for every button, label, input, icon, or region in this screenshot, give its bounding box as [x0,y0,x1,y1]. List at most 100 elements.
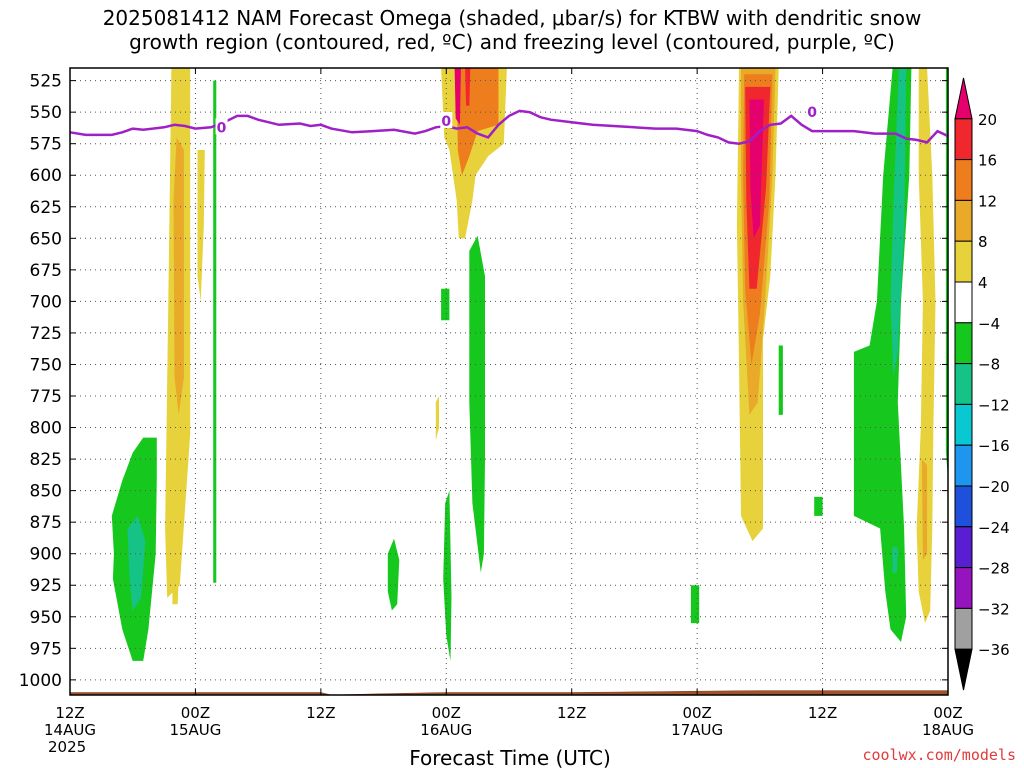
freezing-level-label: 0 [807,105,817,121]
colorbar-bottom-arrow [954,648,973,691]
omega-region [435,396,439,441]
x-tick-label: 12Z [306,704,335,722]
y-tick-label: 900 [30,545,62,565]
x-tick-label: 00Z [933,704,962,722]
contour-label-background [215,118,228,135]
y-tick-label: 650 [30,229,62,249]
y-axis: 525 550 575 600 625 650 675 700 725 750 775 800 825 8… [19,72,948,691]
x-tick-label: 00Z [682,704,711,722]
omega-region [387,538,400,611]
colorbar-label: −8 [978,356,1000,374]
colorbar-label: −12 [978,396,1010,414]
x-tick-label: 14AUG [44,721,96,739]
y-tick-label: 775 [30,387,62,407]
y-tick-label: 925 [30,576,62,596]
omega-region [127,515,146,611]
colorbar-band [954,240,973,283]
omega-region [173,137,184,415]
y-tick-label: 700 [30,292,62,312]
x-tick-label: 00Z [432,704,461,722]
colorbar-label: −16 [978,437,1010,455]
omega-region [197,150,205,302]
omega-region [443,490,452,661]
x-tick-label: 17AUG [671,721,723,739]
omega-region [921,459,928,560]
y-tick-label: 975 [30,639,62,659]
y-tick-label: 625 [30,198,62,218]
colorbar-label: −24 [978,519,1010,537]
y-tick-label: 600 [30,166,62,186]
x-tick-label: 12Z [55,704,84,722]
colorbar-band [954,567,973,609]
omega-region [469,235,485,573]
freezing-level-label: 0 [441,114,451,130]
y-tick-label: 675 [30,261,62,281]
colorbar-band [954,607,973,650]
colorbar-band [954,485,973,528]
colorbar: 20 16 12 8 4 −4 −8 −12 −16 −20 −24 −28 −32 −36 [954,77,1010,691]
colorbar-label: −4 [978,315,1000,333]
omega-region [749,99,764,239]
plot-frame [69,67,949,696]
colorbar-label: 16 [978,152,997,170]
y-tick-label: 725 [30,324,62,344]
x-tick-label: 00Z [181,704,210,722]
y-tick-label: 550 [30,103,62,123]
colorbar-band [954,322,973,365]
contour-label-background [440,111,453,128]
omega-region [690,585,700,624]
colorbar-label: −20 [978,478,1010,496]
omega-shading-layer [111,68,948,661]
x-axis-label: Forecast Time (UTC) [409,746,611,768]
x-tick-label: 2025 [48,738,86,756]
y-tick-label: 825 [30,450,62,470]
omega-region [814,496,823,516]
y-tick-label: 525 [30,72,62,92]
chart-title-line-1: 2025081412 NAM Forecast Omega (shaded, μ… [102,6,922,30]
y-tick-label: 750 [30,355,62,375]
x-tick-label: 12Z [808,704,837,722]
watermark: coolwx.com/models [862,746,1016,764]
chart-title: 2025081412 NAM Forecast Omega (shaded, μ… [0,6,1024,54]
contour-label-background [806,103,819,120]
omega-region [454,68,461,125]
colorbar-band [954,526,973,569]
colorbar-label: −28 [978,560,1010,578]
omega-region [441,288,450,321]
omega-region [778,345,783,415]
omega-region [172,547,180,605]
plot-frame-layer [69,67,949,696]
colorbar-band [954,444,973,487]
colorbar-band [954,199,973,242]
colorbar-label: 8 [978,233,988,251]
freezing-level-label: 0 [217,120,227,136]
colorbar-band [954,363,973,405]
colorbar-label: 20 [978,111,997,129]
omega-region [890,68,907,378]
colorbar-band [954,403,973,446]
colorbar-label: 4 [978,274,988,292]
x-tick-label: 18AUG [922,721,974,739]
colorbar-label: 12 [978,192,997,210]
x-tick-label: 16AUG [420,721,472,739]
freezing-level-layer: 0 0 0 [69,103,949,145]
colorbar-top-arrow [954,77,973,120]
colorbar-band [954,159,973,201]
y-tick-label: 875 [30,513,62,533]
chart-title-line-2: growth region (contoured, red, ºC) and f… [129,30,895,54]
y-tick-label: 950 [30,608,62,628]
y-tick-label: 850 [30,482,62,502]
colorbar-label: −36 [978,641,1010,659]
colorbar-band [954,281,973,324]
y-tick-label: 575 [30,135,62,155]
y-tick-label: 1000 [19,671,62,691]
x-tick-label: 15AUG [169,721,221,739]
colorbar-band [954,118,973,161]
omega-region [892,547,898,573]
colorbar-label: −32 [978,600,1010,618]
omega-region [465,68,471,106]
omega-region [213,80,217,583]
x-tick-label: 12Z [557,704,586,722]
